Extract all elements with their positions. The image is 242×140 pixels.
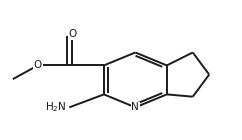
Text: N: N — [131, 102, 139, 112]
Text: H$_2$N: H$_2$N — [45, 101, 67, 114]
Text: O: O — [68, 29, 77, 39]
Text: O: O — [34, 60, 42, 70]
